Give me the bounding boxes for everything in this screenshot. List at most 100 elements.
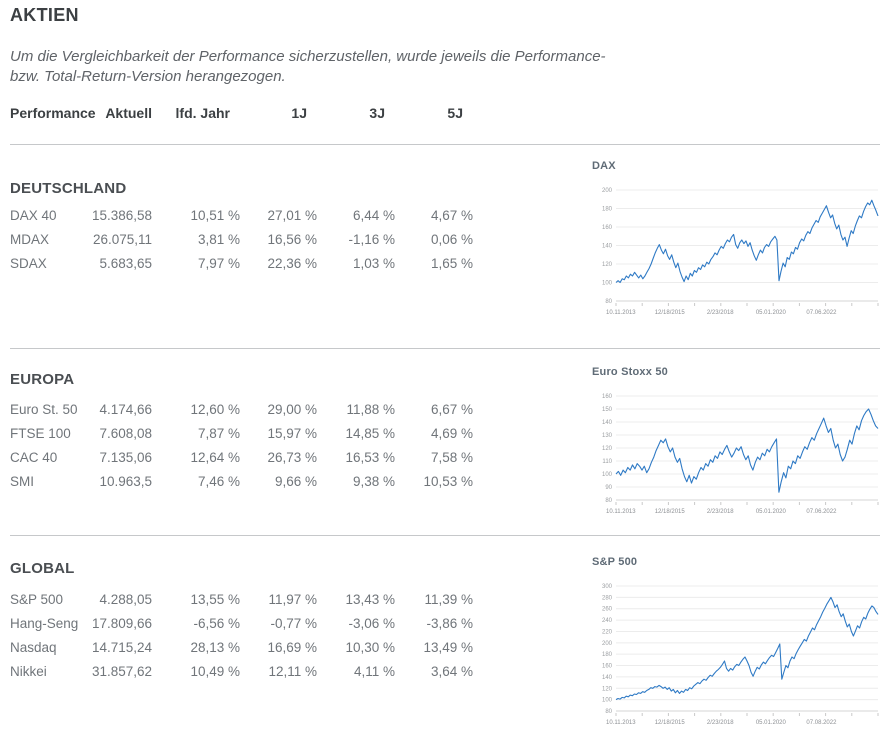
value-cell: -6,56 %	[193, 615, 240, 631]
section-title-deutschland: DEUTSCHLAND	[10, 180, 127, 197]
value-cell: 5.683,65	[99, 255, 152, 271]
value-cell: 7,58 %	[430, 449, 473, 465]
index-name-cell: Euro St. 50	[10, 401, 78, 417]
value-cell: 11,88 %	[346, 401, 395, 417]
value-cell: 12,60 %	[190, 401, 240, 417]
y-axis-label: 260	[602, 607, 613, 613]
value-cell: 27,01 %	[267, 207, 317, 223]
y-axis-label: 100	[602, 698, 613, 704]
x-axis-label: 10.11.2013	[606, 310, 636, 316]
dax-chart-title: DAX	[592, 160, 616, 172]
y-axis-label: 220	[602, 629, 613, 635]
eurostoxx-chart-card: Euro Stoxx 50 160 150 140 130 120 110 100 90 80 1…	[592, 366, 888, 522]
section-title-europa: EUROPA	[10, 371, 75, 388]
value-cell: 9,38 %	[352, 473, 395, 489]
index-name-cell: S&P 500	[10, 591, 64, 607]
value-cell: 12,11 %	[268, 663, 317, 679]
x-axis-label: 10.11.2013	[606, 509, 636, 515]
value-cell: -3,06 %	[348, 615, 395, 631]
value-cell: 0,06 %	[430, 231, 473, 247]
value-cell: 10.963,5	[99, 473, 152, 489]
x-axis-label: 05.01.2020	[756, 509, 787, 515]
x-axis-label: 2/23/2018	[707, 310, 734, 316]
value-cell: -3,86 %	[426, 615, 473, 631]
x-axis-label: 12/18/2015	[655, 509, 686, 515]
y-axis-label: 160	[602, 664, 613, 670]
index-name-cell: FTSE 100	[10, 425, 71, 441]
y-axis-label: 280	[602, 595, 613, 601]
value-cell: 17.809,66	[91, 615, 152, 631]
value-cell: 14,85 %	[345, 425, 395, 441]
intro-text: Um die Vergleichbarkeit der Performance …	[10, 47, 610, 87]
value-cell: 4,67 %	[430, 207, 473, 223]
y-axis-label: 180	[602, 207, 613, 213]
index-name-cell: Nasdaq	[10, 639, 57, 655]
y-axis-label: 120	[602, 686, 613, 692]
header-1j: 1J	[291, 105, 307, 121]
index-name-cell: Nikkei	[10, 663, 47, 679]
price-line	[615, 199, 879, 284]
y-axis-label: 300	[602, 584, 613, 590]
value-cell: 3,64 %	[430, 663, 473, 679]
value-cell: 26,73 %	[267, 449, 317, 465]
index-name-cell: MDAX	[10, 231, 50, 247]
y-axis-label: 80	[605, 709, 612, 715]
value-cell: 9,66 %	[274, 473, 317, 489]
x-axis-label: 07.06.2022	[806, 310, 837, 316]
x-axis-label: 2/23/2018	[707, 720, 734, 726]
value-cell: 16,56 %	[267, 231, 317, 247]
value-cell: 7.608,08	[99, 425, 152, 441]
y-axis-label: 140	[602, 420, 613, 426]
x-axis-label: 05.01.2020	[756, 310, 787, 316]
value-cell: 10,30 %	[345, 639, 395, 655]
x-axis-label: 12/18/2015	[655, 720, 686, 726]
y-axis-label: 130	[602, 433, 613, 439]
value-cell: 15.386,58	[91, 207, 152, 223]
y-axis-label: 100	[602, 281, 613, 287]
value-cell: 16,53 %	[345, 449, 395, 465]
y-axis-label: 100	[602, 472, 613, 478]
index-name-cell: SDAX	[10, 255, 47, 271]
y-axis-label: 200	[602, 641, 613, 647]
dax-chart-card: DAX 200 180 160 140 120 100 80 10.11.2013 12/18/…	[592, 160, 888, 323]
x-axis-label: 07.06.2022	[806, 509, 837, 515]
y-axis-label: 90	[605, 485, 612, 491]
value-cell: 10,53 %	[423, 473, 473, 489]
value-cell: 4.174,66	[99, 401, 152, 417]
section-title-global: GLOBAL	[10, 560, 75, 577]
value-cell: 11,39 %	[424, 591, 473, 607]
sp500-chart: 300 280 260 240 220 200 180 160 140 120 100 80 10.11…	[602, 584, 879, 726]
page-title: AKTIEN	[10, 5, 79, 25]
y-axis-label: 140	[602, 675, 613, 681]
y-axis-label: 180	[602, 652, 613, 658]
table-section-global: S&P 500 4.288,05 13,55 % 11,97 % 13,43 % 11,3…	[10, 587, 475, 683]
y-axis-label: 80	[605, 498, 612, 504]
value-cell: 13,55 %	[190, 591, 240, 607]
section-divider	[10, 348, 880, 349]
value-cell: -1,16 %	[348, 231, 395, 247]
value-cell: 26.075,11	[92, 231, 152, 247]
value-cell: 11,97 %	[268, 591, 317, 607]
value-cell: 7.135,06	[99, 449, 152, 465]
y-axis-label: 160	[602, 394, 613, 400]
value-cell: 13,43 %	[345, 591, 395, 607]
y-axis-label: 200	[602, 188, 613, 194]
x-axis-label: 05.01.2020	[756, 720, 787, 726]
value-cell: 22,36 %	[267, 255, 317, 271]
x-axis-label: 07.08.2022	[806, 720, 837, 726]
y-axis-label: 120	[602, 446, 613, 452]
value-cell: 29,00 %	[267, 401, 317, 417]
performance-table-header: Performance Aktuell lfd. Jahr 1J 3J 5J	[10, 105, 475, 121]
value-cell: 6,44 %	[352, 207, 395, 223]
y-axis-label: 160	[602, 225, 613, 231]
y-axis-label: 150	[602, 407, 613, 413]
intro-line-1: Um die Vergleichbarkeit der Performance …	[10, 48, 606, 65]
price-line	[615, 596, 879, 701]
table-section-deutschland: DAX 40 15.386,58 10,51 % 27,01 % 6,44 % 4,67 …	[10, 203, 475, 275]
value-cell: 1,03 %	[352, 255, 395, 271]
sp500-chart-card: S&P 500 300 280 260 240 220 200 180 160 140 120 10…	[592, 556, 888, 733]
eurostoxx-chart: 160 150 140 130 120 110 100 90 80 10.11.2013 12/18…	[602, 394, 879, 515]
header-5j: 5J	[447, 105, 463, 121]
value-cell: 15,97 %	[267, 425, 317, 441]
